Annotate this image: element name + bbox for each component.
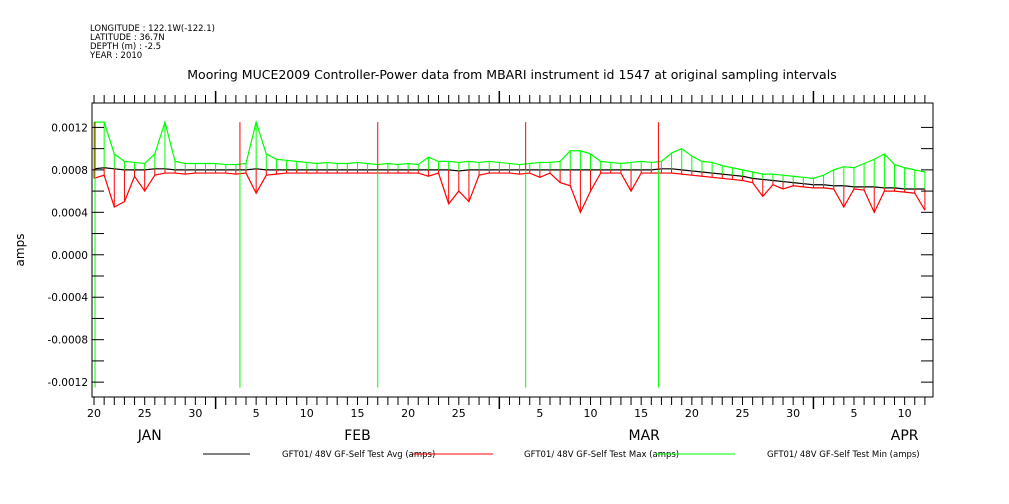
x-tick-label: 25: [138, 407, 152, 420]
month-label: FEB: [344, 428, 371, 444]
x-tick-label: 5: [253, 407, 260, 420]
header-line: LATITUDE : 36.7N: [90, 33, 165, 43]
x-tick-label: 20: [401, 407, 415, 420]
legend-label-avg: GFT01/ 48V GF-Self Test Avg (amps): [282, 450, 435, 460]
header-line: LONGITUDE : 122.1W(-122.1): [90, 24, 215, 34]
plot-area: [93, 119, 926, 388]
axes: 0.0012 0.0008 0.0004 0.0000 -0.0004 -0.0008 -0…: [47, 91, 934, 444]
y-tick-label: 0.0012: [51, 122, 88, 134]
header-line: YEAR : 2010: [89, 51, 142, 61]
month-label: JAN: [137, 428, 162, 444]
header-info: LONGITUDE : 122.1W(-122.1) LATITUDE : 36…: [89, 24, 215, 61]
y-tick-label: 0.0008: [51, 165, 88, 177]
y-axis-label: amps: [13, 234, 27, 267]
legend-label-max: GFT01/ 48V GF-Self Test Max (amps): [524, 450, 679, 460]
y-tick-label: -0.0004: [47, 292, 88, 304]
x-tick-label: 30: [188, 407, 202, 420]
x-tick-label: 10: [898, 407, 912, 420]
legend-label-min: GFT01/ 48V GF-Self Test Min (amps): [767, 450, 920, 460]
y-tick-label: 0.0000: [51, 250, 88, 262]
x-tick-label: 25: [452, 407, 466, 420]
x-tick-label: 30: [786, 407, 800, 420]
x-tick-label: 10: [584, 407, 598, 420]
series-line-max: [93, 172, 926, 214]
x-tick-label: 5: [850, 407, 857, 420]
y-tick-label: 0.0004: [51, 207, 88, 219]
x-tick-label: 20: [87, 407, 101, 420]
plot-frame: [91, 102, 934, 398]
y-tick-label: -0.0012: [47, 377, 88, 389]
x-tick-label: 5: [536, 407, 543, 420]
header-line: DEPTH (m) : -2.5: [90, 42, 161, 52]
x-tick-label: 10: [300, 407, 314, 420]
y-tick-label: -0.0008: [47, 335, 88, 347]
month-label: APR: [891, 428, 919, 444]
x-tick-label: 25: [736, 407, 750, 420]
legend: GFT01/ 48V GF-Self Test Avg (amps) GFT01…: [203, 450, 920, 460]
x-tick-label: 20: [685, 407, 699, 420]
x-tick-label: 15: [634, 407, 648, 420]
month-label: MAR: [629, 428, 661, 444]
x-tick-label: 15: [350, 407, 364, 420]
chart-title: Mooring MUCE2009 Controller-Power data f…: [187, 67, 836, 82]
